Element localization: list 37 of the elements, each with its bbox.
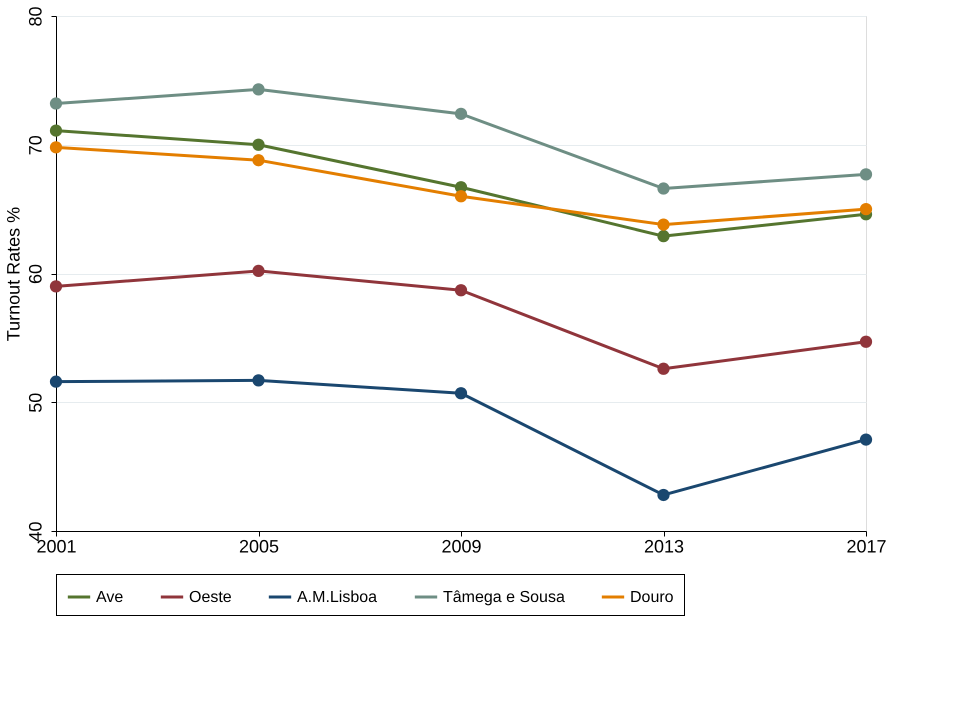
point	[252, 374, 265, 386]
point	[657, 218, 670, 231]
point	[454, 284, 468, 296]
y-tick-label: 80	[26, 6, 46, 27]
legend-label: Ave	[96, 589, 124, 606]
legend-label: Douro	[630, 589, 674, 606]
point	[454, 387, 468, 400]
x-tick-label: 2009	[441, 536, 482, 556]
y-axis-title: Turnout Rates %	[4, 206, 24, 342]
point	[50, 280, 62, 292]
point	[50, 376, 62, 388]
point	[657, 488, 670, 502]
point	[657, 362, 670, 375]
legend-label: Oeste	[189, 589, 232, 606]
point	[454, 108, 468, 120]
y-tick-label: 60	[26, 264, 46, 284]
point	[860, 203, 872, 216]
x-tick-label: 2005	[238, 536, 280, 556]
point	[252, 138, 265, 151]
point	[860, 336, 872, 348]
legend-label: A.M.Lisboa	[297, 589, 378, 606]
point	[252, 154, 265, 166]
y-tick-label: 70	[26, 135, 46, 156]
point	[860, 433, 872, 446]
legend-label: Tâmega e Sousa	[443, 589, 565, 606]
x-tick-label: 2013	[644, 536, 684, 556]
point	[454, 190, 468, 202]
point	[50, 141, 62, 154]
point	[657, 230, 670, 242]
y-tick-label: 50	[26, 392, 46, 413]
point	[50, 124, 62, 137]
point	[657, 182, 670, 195]
x-tick-label: 2017	[846, 536, 887, 556]
point	[252, 83, 265, 96]
point	[252, 264, 265, 278]
point	[50, 97, 62, 110]
point	[860, 168, 872, 180]
